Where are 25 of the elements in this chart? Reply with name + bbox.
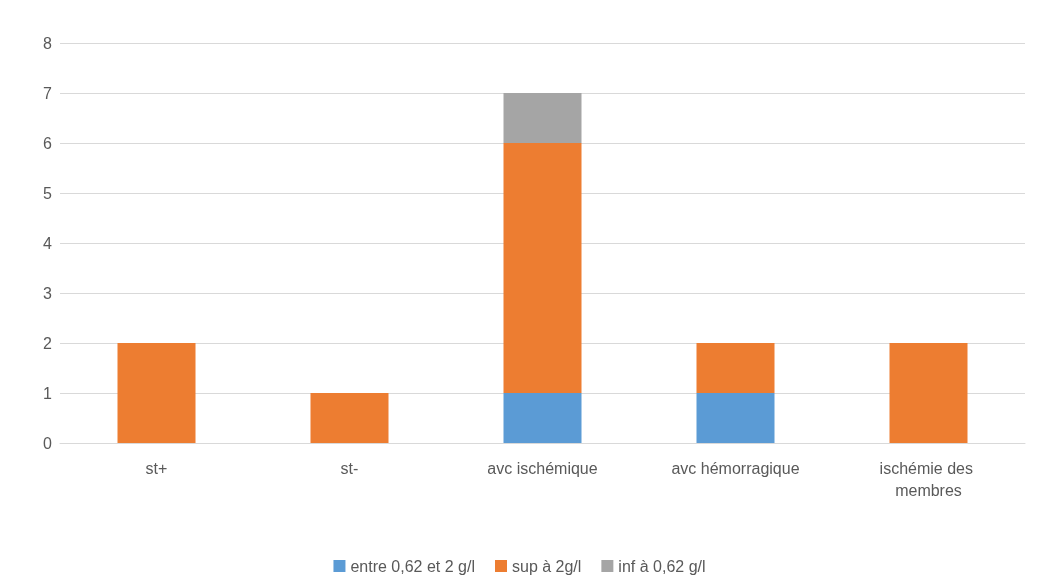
legend-label: inf à 0,62 g/l <box>618 557 706 575</box>
y-tick-label: 1 <box>43 384 53 402</box>
legend-label: sup à 2g/l <box>511 557 582 575</box>
bar <box>503 93 582 143</box>
y-tick-label: 4 <box>43 234 53 252</box>
x-tick-label: st- <box>340 459 359 477</box>
y-tick-label: 3 <box>43 284 53 302</box>
x-tick-label: avc ischémique <box>487 459 598 477</box>
y-tick-label: 0 <box>43 434 53 452</box>
bar <box>696 343 775 393</box>
y-tick-label: 6 <box>43 134 53 152</box>
y-tick-label: 5 <box>43 184 53 202</box>
bar <box>503 393 582 443</box>
x-tick-label: st+ <box>145 459 168 477</box>
bar <box>696 393 775 443</box>
x-tick-label: ischémie des membres <box>879 459 978 499</box>
y-tick-label: 7 <box>43 84 53 102</box>
y-tick-label: 2 <box>43 334 53 352</box>
bar <box>889 343 968 443</box>
y-tick-label: 8 <box>43 34 53 52</box>
x-tick-label: avc hémorragique <box>671 459 800 477</box>
bar <box>310 393 389 443</box>
bar <box>117 343 196 443</box>
legend-label: entre 0,62 et 2 g/l <box>350 557 475 575</box>
bar <box>503 143 582 393</box>
